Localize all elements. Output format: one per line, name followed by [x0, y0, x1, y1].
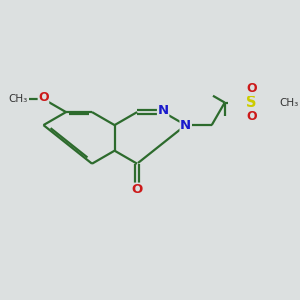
- Text: CH₃: CH₃: [8, 94, 28, 104]
- Text: N: N: [158, 104, 169, 118]
- Text: N: N: [180, 118, 191, 132]
- Text: O: O: [247, 82, 257, 95]
- Text: S: S: [245, 95, 256, 110]
- Text: O: O: [131, 183, 143, 196]
- Text: O: O: [38, 92, 49, 104]
- Text: O: O: [247, 110, 257, 123]
- Text: CH₃: CH₃: [279, 98, 298, 108]
